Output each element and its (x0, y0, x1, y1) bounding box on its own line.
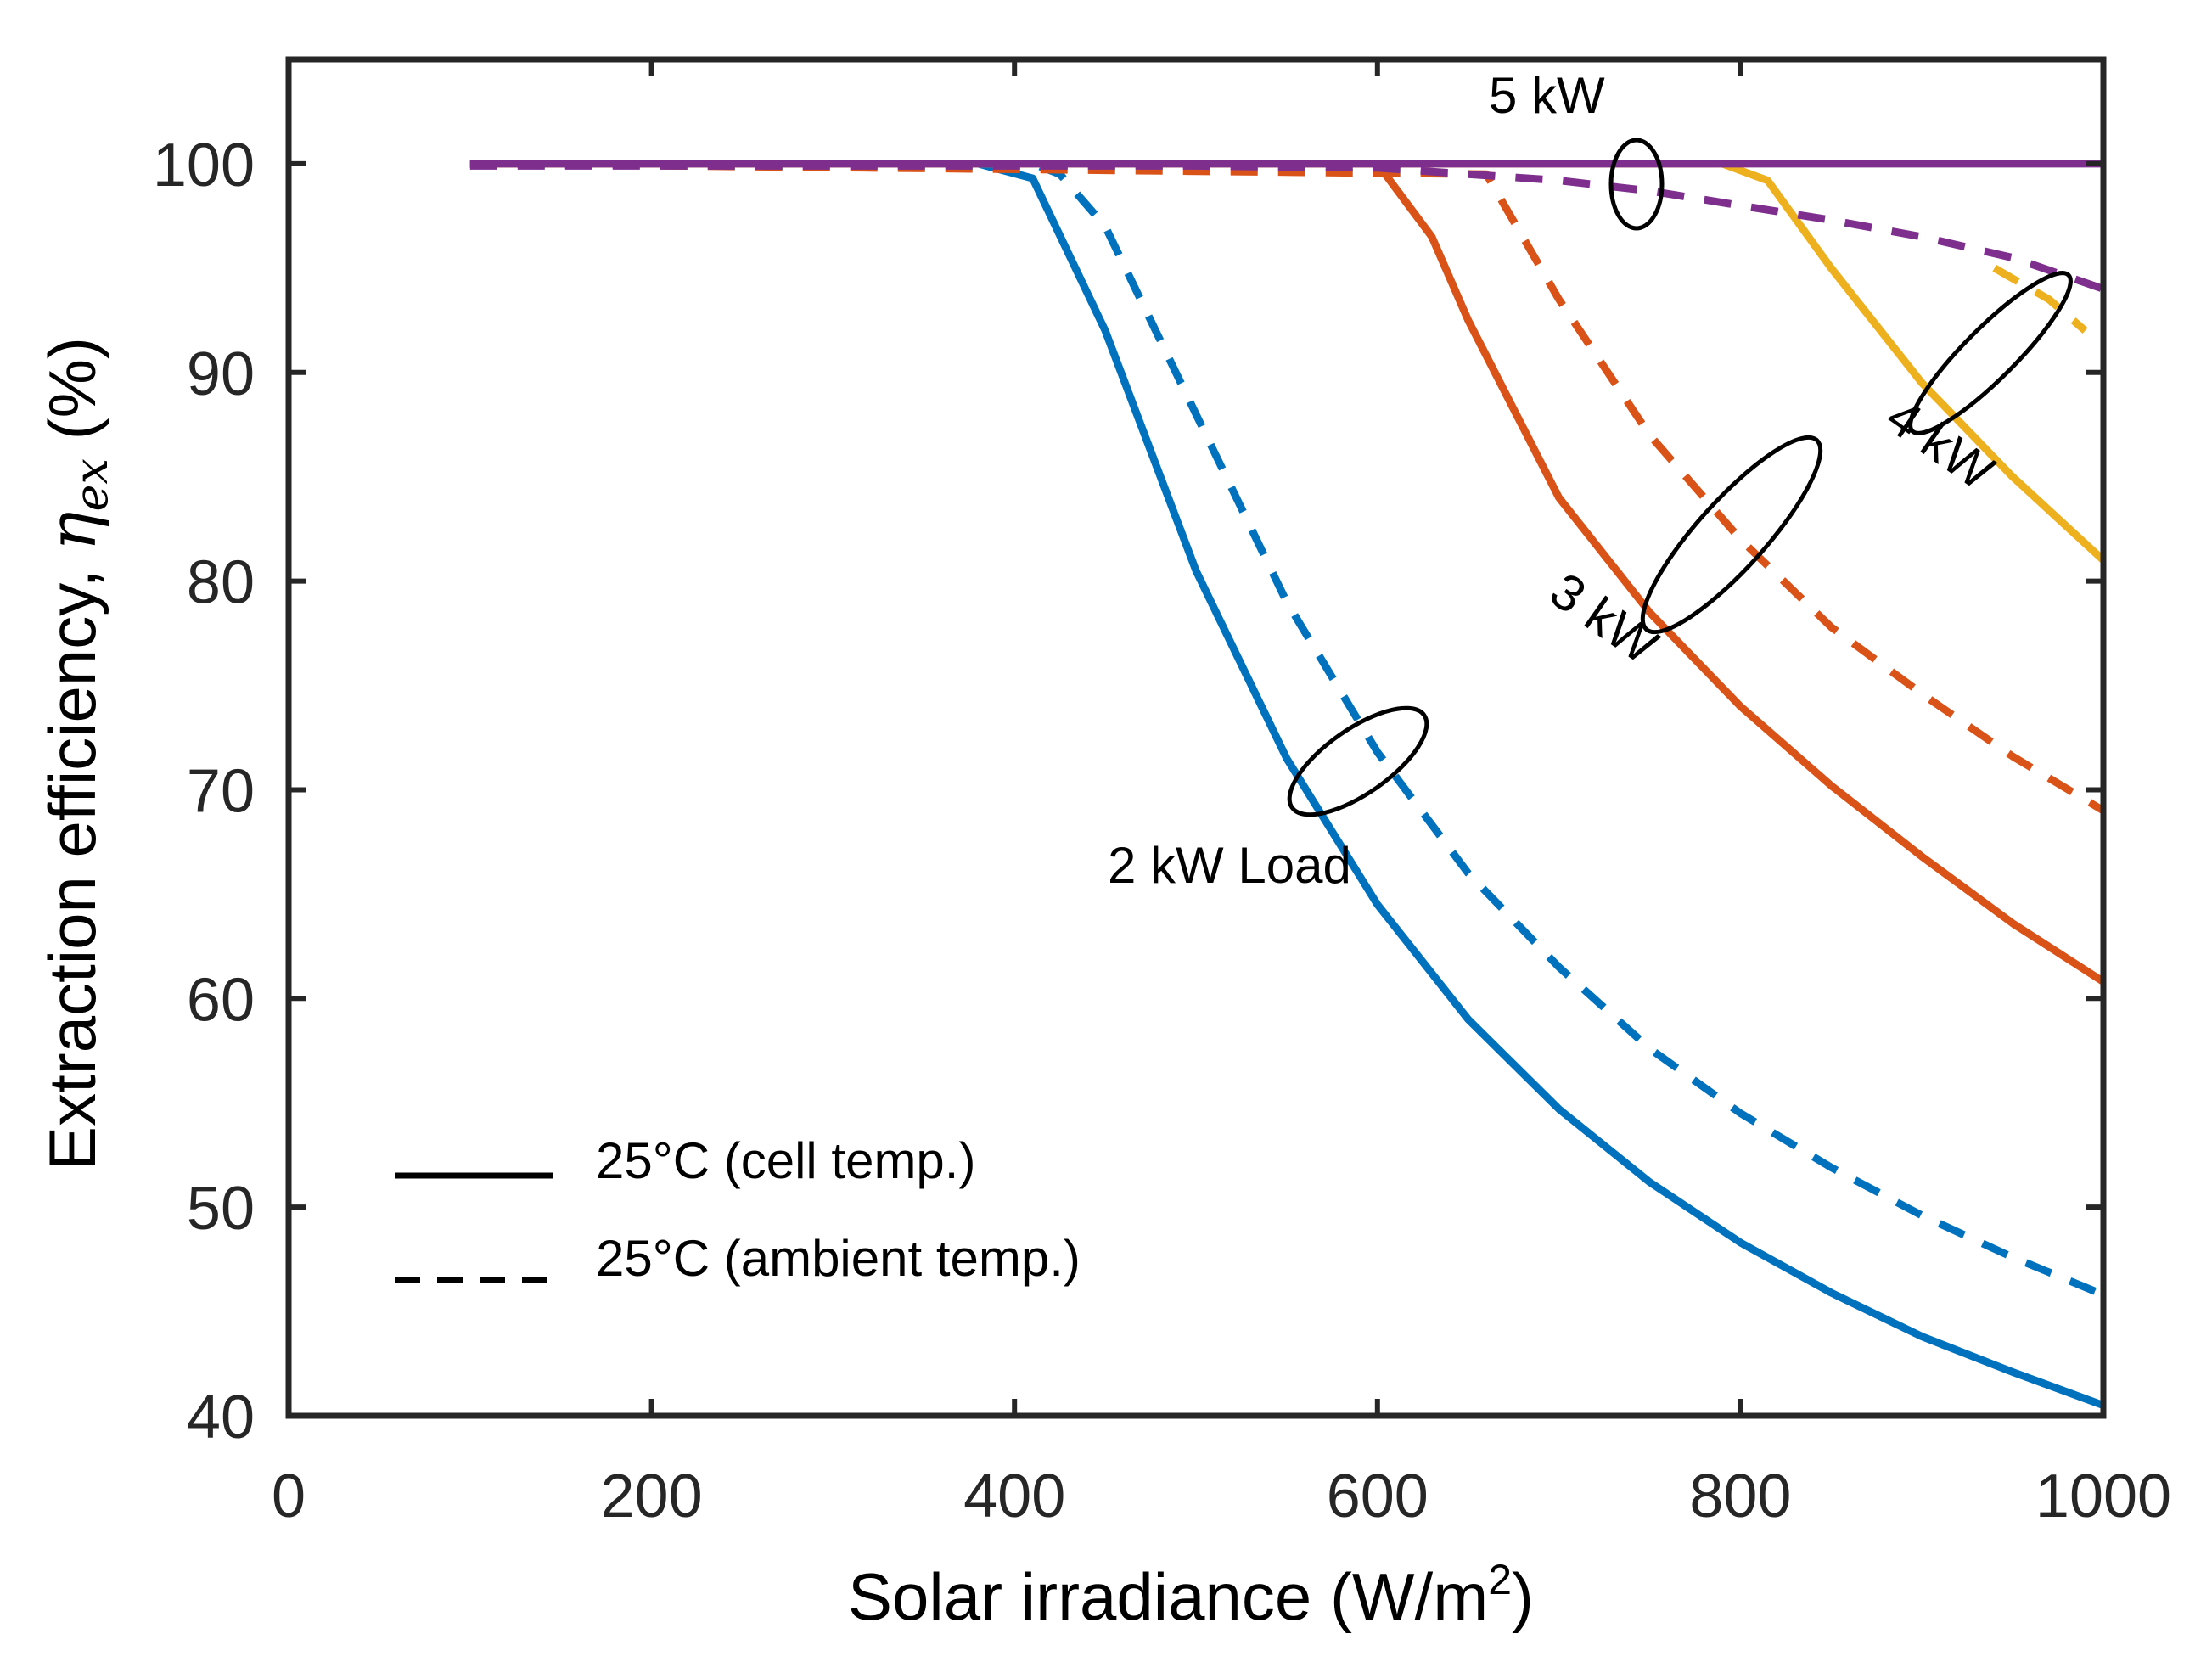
x-axis-title-suffix: ) (1512, 1559, 1534, 1634)
x-tick-label-200: 200 (601, 1462, 703, 1530)
x-axis-title-superscript: 2 (1488, 1556, 1512, 1603)
x-axis-title-text: Solar irradiance (W/m (848, 1559, 1488, 1634)
y-axis-title-unit: (%) (35, 337, 109, 458)
ellipse-3kw (1640, 435, 1823, 635)
series-4-kw-ambient (1992, 264, 2088, 334)
y-axis-title-text: Extraction efficiency, (35, 551, 109, 1170)
y-tick-label-40: 40 (187, 1384, 255, 1451)
series-2-kw-cell (469, 160, 2105, 1409)
ellipse-5kw (1608, 138, 1665, 231)
annotation-3kw: 3 kW (1541, 562, 1669, 675)
annotation-ellipses (1287, 138, 2073, 817)
ellipse-2kw (1287, 705, 1429, 817)
legend-label-cell: 25°C (cell temp.) (596, 1132, 975, 1189)
y-tick-label-100: 100 (153, 132, 255, 199)
x-tick-label-600: 600 (1327, 1462, 1429, 1530)
y-axis-title-symbol: η (35, 511, 111, 551)
y-axis-title-subscript: ex (65, 458, 118, 511)
legend: 25°C (cell temp.) 25°C (ambient temp.) (395, 1132, 1081, 1287)
series-2-kw-ambient (469, 160, 2105, 1299)
y-tick-label-70: 70 (187, 757, 255, 825)
x-tick-label-1000: 1000 (2035, 1462, 2171, 1530)
ellipse-4kw (1908, 271, 2073, 435)
label-background-5kw (1475, 58, 1706, 160)
x-tick-label-0: 0 (272, 1462, 306, 1530)
y-tick-label-90: 90 (187, 340, 255, 408)
legend-label-ambient: 25°C (ambient temp.) (596, 1230, 1081, 1287)
series-layer (469, 58, 2107, 1409)
x-tick-label-800: 800 (1689, 1462, 1791, 1530)
annotation-2kw-load: 2 kW Load (1108, 837, 1351, 894)
x-axis-title: Solar irradiance (W/m2) (848, 1556, 1534, 1634)
y-tick-label-60: 60 (187, 966, 255, 1034)
y-axis-title: Extraction efficiency, ηex (%) (35, 337, 118, 1170)
series-5-kw-ambient (469, 161, 2105, 293)
series-3-kw-cell (469, 160, 2106, 985)
plot-frame (285, 56, 2107, 1419)
y-tick-label-80: 80 (187, 549, 255, 617)
axis-ticks: 0 200 400 600 800 1000 40 50 60 70 80 90 100 (153, 59, 2171, 1530)
y-tick-label-50: 50 (187, 1175, 255, 1243)
annotation-5kw: 5 kW (1489, 67, 1605, 124)
series-3-kw-ambient (469, 160, 2106, 814)
x-tick-label-400: 400 (963, 1462, 1065, 1530)
